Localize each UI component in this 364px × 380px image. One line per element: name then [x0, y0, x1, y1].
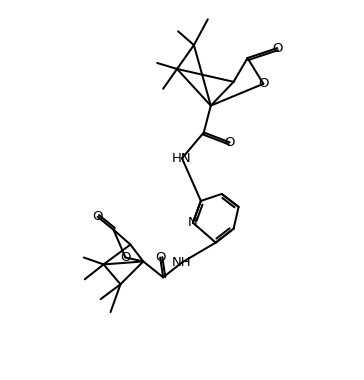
- Text: O: O: [224, 136, 235, 149]
- Text: HN: HN: [172, 152, 192, 165]
- Text: N: N: [188, 216, 198, 229]
- Text: O: O: [272, 41, 282, 55]
- Text: O: O: [155, 251, 165, 264]
- Text: O: O: [258, 77, 269, 90]
- Text: O: O: [92, 210, 103, 223]
- Text: NH: NH: [172, 256, 192, 269]
- Text: O: O: [120, 251, 131, 264]
